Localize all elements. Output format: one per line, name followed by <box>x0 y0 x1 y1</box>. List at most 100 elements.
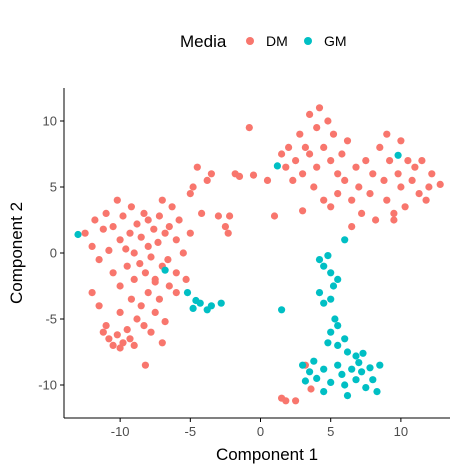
y-tick-label: 10 <box>43 114 57 129</box>
point-dm <box>141 269 149 277</box>
point-dm <box>310 183 318 191</box>
point-dm <box>376 143 384 151</box>
point-dm <box>109 341 117 349</box>
point-dm <box>127 295 135 303</box>
point-dm <box>137 302 145 310</box>
point-dm <box>119 339 127 347</box>
point-dm <box>172 269 180 277</box>
point-dm <box>133 315 141 323</box>
point-dm <box>130 249 138 257</box>
point-dm <box>151 308 159 316</box>
point-dm <box>263 176 272 184</box>
point-dm <box>99 328 107 336</box>
point-dm <box>352 163 360 171</box>
point-dm <box>126 335 134 343</box>
legend-label-gm: GM <box>324 33 347 49</box>
point-gm <box>320 262 328 270</box>
point-dm <box>130 341 138 349</box>
point-dm <box>307 385 315 393</box>
point-dm <box>168 203 176 211</box>
point-gm <box>327 295 335 303</box>
x-tick-label: -10 <box>111 424 130 439</box>
point-dm <box>418 157 426 165</box>
point-dm <box>172 236 180 244</box>
x-tick-label: 10 <box>394 424 408 439</box>
y-axis-title: Component 2 <box>7 202 26 304</box>
x-axis-title: Component 1 <box>216 445 318 464</box>
point-dm <box>182 275 190 283</box>
point-dm <box>154 238 162 246</box>
point-dm <box>226 212 234 220</box>
point-gm <box>315 289 324 297</box>
point-dm <box>221 223 229 231</box>
point-dm <box>289 176 297 184</box>
point-dm <box>343 137 352 145</box>
point-gm <box>183 289 192 297</box>
point-dm <box>133 220 141 228</box>
point-dm <box>369 170 377 178</box>
point-dm <box>390 216 398 224</box>
point-dm <box>151 275 159 283</box>
point-gm <box>320 388 328 396</box>
point-dm <box>270 212 279 220</box>
point-dm <box>383 196 391 204</box>
point-dm <box>362 157 370 165</box>
point-gm <box>306 368 314 376</box>
x-tick-label: 5 <box>327 424 334 439</box>
point-gm <box>366 364 374 372</box>
point-dm <box>147 253 155 261</box>
point-gm <box>320 299 328 307</box>
point-dm <box>301 143 309 151</box>
point-dm <box>144 216 152 224</box>
point-dm <box>394 170 402 178</box>
point-gm <box>161 266 169 274</box>
point-gm <box>359 349 367 357</box>
point-dm <box>91 216 99 224</box>
point-gm <box>327 378 335 386</box>
point-dm <box>341 176 349 184</box>
point-dm <box>203 176 211 184</box>
point-dm <box>401 203 409 211</box>
point-gm <box>352 376 360 384</box>
point-gm <box>358 368 366 376</box>
point-dm <box>186 190 194 198</box>
point-dm <box>164 256 172 264</box>
point-dm <box>390 209 398 217</box>
point-dm <box>158 196 166 204</box>
x-tick-label: 0 <box>257 424 264 439</box>
point-dm <box>327 157 335 165</box>
point-dm <box>113 196 121 204</box>
point-gm <box>373 388 381 396</box>
point-gm <box>320 365 328 373</box>
point-dm <box>408 176 416 184</box>
point-dm <box>383 130 391 138</box>
point-dm <box>329 130 338 138</box>
point-dm <box>315 104 324 112</box>
point-dm <box>136 260 144 268</box>
legend-key-dm <box>246 37 254 45</box>
point-dm <box>140 322 148 330</box>
point-gm <box>315 256 324 264</box>
point-gm <box>369 376 377 384</box>
point-gm <box>338 370 346 378</box>
point-gm <box>310 357 318 365</box>
point-dm <box>109 223 117 231</box>
point-gm <box>273 162 281 170</box>
point-dm <box>425 183 433 191</box>
point-dm <box>155 295 163 303</box>
point-gm <box>196 299 204 307</box>
point-dm <box>327 203 335 211</box>
point-dm <box>358 209 366 217</box>
point-dm <box>386 157 394 165</box>
point-dm <box>141 361 149 369</box>
legend: Media DM GM <box>180 32 347 51</box>
point-dm <box>313 124 321 132</box>
point-gm <box>217 299 225 307</box>
point-dm <box>334 170 342 178</box>
point-dm <box>102 322 110 330</box>
point-dm <box>436 180 444 188</box>
point-dm <box>175 216 183 224</box>
point-dm <box>116 236 124 244</box>
point-dm <box>282 397 290 405</box>
point-dm <box>292 397 300 405</box>
